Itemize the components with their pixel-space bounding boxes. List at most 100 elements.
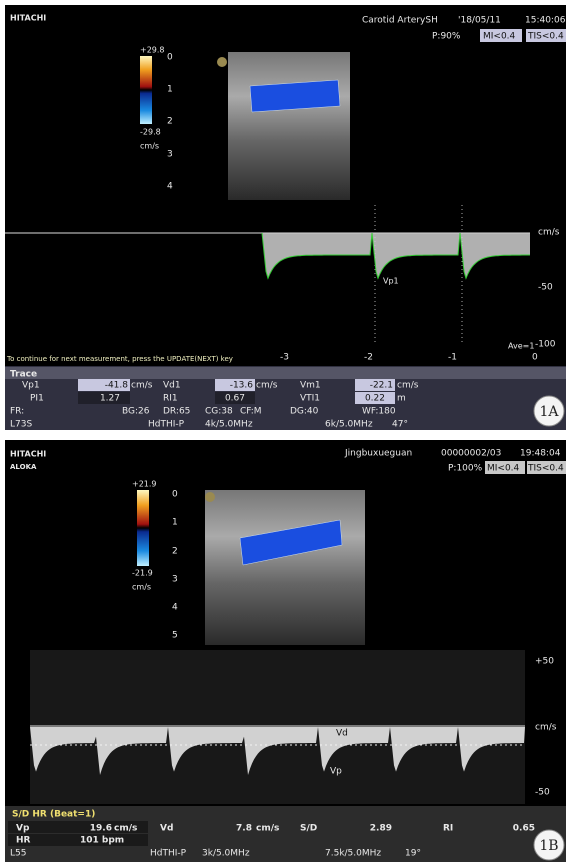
- brand: ALOKA: [10, 463, 37, 471]
- depth-label: 3: [167, 150, 173, 160]
- screenshot: HITACHI Carotid ArterySH '18/05/11 15:40…: [0, 0, 571, 864]
- cell: 1.27: [100, 394, 120, 404]
- power: P:100%: [448, 464, 483, 474]
- cell: VTI1: [300, 394, 320, 404]
- cell: Vm1: [300, 381, 321, 391]
- cell: cm/s: [131, 381, 153, 391]
- table-header: [5, 367, 566, 379]
- depth-label: 3: [172, 575, 178, 585]
- setting: WF:180: [362, 407, 396, 417]
- setting: L55: [10, 849, 26, 859]
- doppler-unit: cm/s: [538, 228, 560, 238]
- cell: 0.22: [365, 394, 385, 404]
- b-mode-image: [228, 52, 350, 200]
- figure-label: 1B: [539, 838, 558, 854]
- time-label: -3: [280, 353, 289, 363]
- cell: Vp: [16, 824, 30, 834]
- b-mode-image: [205, 490, 365, 645]
- setting: L73S: [10, 420, 32, 430]
- depth-label: 0: [172, 490, 178, 500]
- exam: Carotid ArterySH: [362, 16, 438, 26]
- setting: 6k/5.0MHz: [325, 420, 373, 430]
- marker: Vp: [330, 767, 342, 777]
- time-label: 0: [532, 353, 538, 363]
- cell: RI: [443, 824, 453, 834]
- time: 19:48:04: [520, 449, 561, 459]
- mi: MI<0.4: [483, 32, 516, 42]
- cell: m: [397, 394, 406, 404]
- doppler-scale: -50: [535, 788, 550, 798]
- depth-label: 4: [167, 182, 173, 192]
- setting: HdTHI-P: [150, 849, 187, 859]
- cell: Vd: [160, 824, 173, 834]
- scale-min: -21.9: [132, 569, 153, 578]
- average: Ave=1: [508, 342, 534, 351]
- setting: 3k/5.0MHz: [202, 849, 250, 859]
- doppler-scale: -100: [535, 340, 556, 350]
- depth-label: 2: [167, 117, 173, 127]
- doppler-scale: +50: [535, 657, 554, 667]
- color-bar: [140, 56, 152, 124]
- time-label: -2: [364, 353, 373, 363]
- tis: TIS<0.4: [527, 464, 564, 474]
- cell: -22.1: [370, 381, 393, 391]
- probe-icon: [217, 57, 227, 67]
- setting: CF:M: [240, 407, 262, 417]
- brand: HITACHI: [10, 14, 46, 23]
- cell: cm/s: [256, 824, 279, 834]
- setting: BG:26: [122, 407, 150, 417]
- scale-min: -29.8: [140, 128, 161, 137]
- time: 15:40:06: [525, 16, 566, 26]
- doppler-unit: cm/s: [535, 723, 557, 733]
- cell: 7.8: [236, 824, 252, 834]
- depth-label: 1: [167, 85, 173, 95]
- cell: 2.89: [370, 824, 392, 834]
- cell: -13.6: [230, 381, 254, 391]
- setting: 4k/5.0MHz: [205, 420, 253, 430]
- setting: 7.5k/5.0MHz: [325, 849, 381, 859]
- scale-max: +29.8: [140, 46, 165, 55]
- table-title: Trace: [10, 370, 37, 380]
- cell: PI1: [30, 394, 44, 404]
- id: 00000002/03: [441, 449, 501, 459]
- marker: Vd: [336, 729, 348, 739]
- setting: 47°: [392, 420, 408, 430]
- cell: 0.65: [513, 824, 535, 834]
- cell: HR: [16, 836, 31, 846]
- mi: MI<0.4: [487, 464, 520, 474]
- cell: 0.67: [225, 394, 245, 404]
- probe-icon: [205, 492, 215, 502]
- cell: RI1: [163, 394, 178, 404]
- figure-label: 1A: [539, 404, 559, 420]
- setting: DG:40: [290, 407, 319, 417]
- time-label: -1: [448, 353, 457, 363]
- setting: 19°: [405, 849, 421, 859]
- scale-max: +21.9: [132, 480, 157, 489]
- setting: HdTHI-P: [148, 420, 185, 430]
- cell: 19.6: [90, 824, 112, 834]
- cell: S/D: [300, 824, 317, 834]
- setting: CG:38: [205, 407, 233, 417]
- message: To continue for next measurement, press …: [6, 355, 233, 363]
- color-bar: [137, 490, 149, 566]
- setting: FR:: [10, 407, 24, 417]
- cell: Vp1: [22, 381, 40, 391]
- brand: HITACHI: [10, 450, 46, 459]
- doppler-scale: -50: [538, 283, 553, 293]
- depth-label: 0: [167, 53, 173, 63]
- scale-unit: cm/s: [140, 142, 159, 151]
- setting: DR:65: [163, 407, 190, 417]
- cell: cm/s: [397, 381, 419, 391]
- cell: cm/s: [256, 381, 278, 391]
- depth-label: 1: [172, 518, 178, 528]
- depth-label: 4: [172, 603, 178, 613]
- cell: -41.8: [105, 381, 129, 391]
- date: '18/05/11: [458, 16, 501, 26]
- table-title: S/D HR (Beat=1): [12, 810, 95, 820]
- cell: Vd1: [163, 381, 181, 391]
- exam: Jingbuxueguan: [344, 449, 412, 459]
- scale-unit: cm/s: [132, 583, 151, 592]
- depth-label: 2: [172, 547, 178, 557]
- power: P:90%: [432, 32, 461, 42]
- cell: 101 bpm: [80, 836, 124, 846]
